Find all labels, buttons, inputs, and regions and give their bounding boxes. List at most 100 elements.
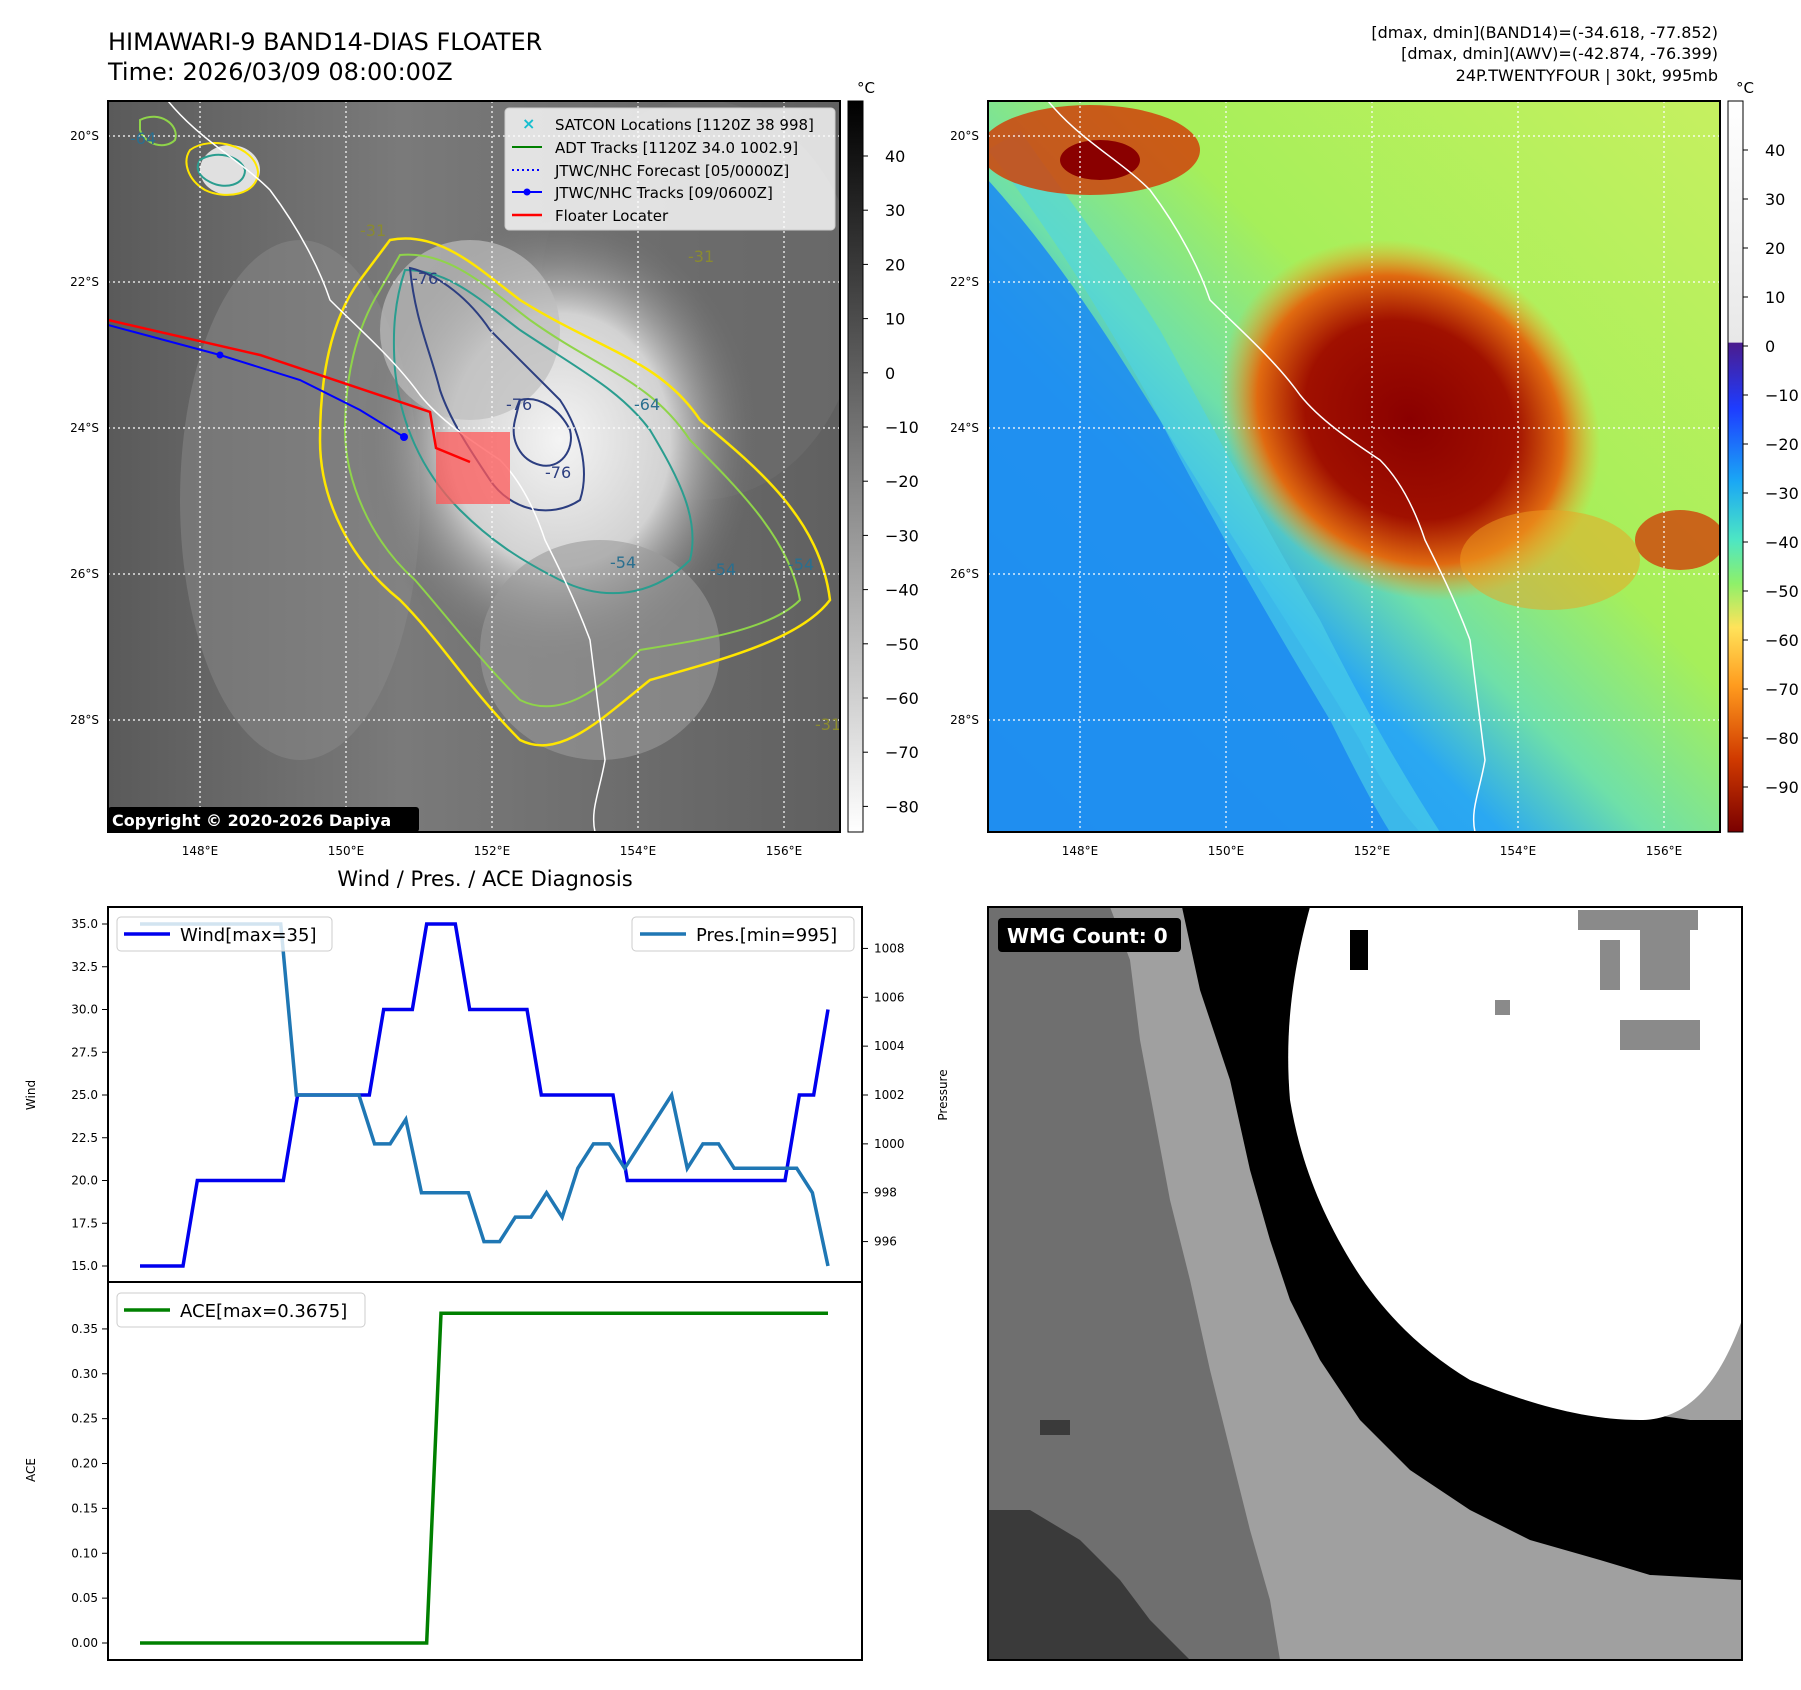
contour-label: -64 (634, 395, 660, 414)
lat-label: 24°S (950, 421, 979, 435)
pressure-tick-label: 1004 (874, 1039, 905, 1053)
colorbar-tick-label: 40 (1765, 141, 1785, 160)
ace-tick-label: 0.00 (71, 1636, 98, 1650)
colorbar-tick-label: 20 (1765, 239, 1785, 258)
ace-tick-label: 0.10 (71, 1546, 98, 1560)
info-storm: 24P.TWENTYFOUR | 30kt, 995mb (1456, 66, 1718, 85)
ace-tick-label: 0.15 (71, 1501, 98, 1515)
wind-tick-label: 15.0 (71, 1259, 98, 1273)
colorbar-tick-label: 30 (885, 201, 905, 220)
colorbar-tick-label: −40 (885, 581, 919, 600)
colorbar-tick-label: −50 (885, 635, 919, 654)
ir-map: -64 -76 -76 -76 -64 -54 -54 -54 -31 -31 … (70, 100, 841, 858)
colorbar-tick-label: −30 (1765, 484, 1799, 503)
lon-label: 156°E (766, 844, 803, 858)
contour-label: -64 (130, 129, 156, 148)
awv-colorbar: °C 40 30 20 10 0 −10 −20 −30 −40 −50 −60 −70 −80 −90 (1727, 79, 1799, 833)
lon-label: 150°E (1208, 844, 1245, 858)
colorbar-tick-label: −30 (885, 526, 919, 545)
colorbar-unit: °C (857, 79, 875, 97)
ace-tick-label: 0.25 (71, 1412, 98, 1426)
legend-satcon: SATCON Locations [1120Z 38 998] (555, 116, 814, 134)
map-legend: × SATCON Locations [1120Z 38 998] ADT Tr… (504, 107, 836, 231)
legend-floater: Floater Locater (555, 207, 669, 225)
ace-tick-label: 0.35 (71, 1322, 98, 1336)
lat-label: 22°S (950, 275, 979, 289)
pressure-axis-label: Pressure (936, 1069, 950, 1120)
colorbar-tick-label: −90 (1765, 778, 1799, 797)
wind-tick-label: 35.0 (71, 917, 98, 931)
awv-map: 20°S 22°S 24°S 26°S 28°S 148°E 150°E 152… (950, 100, 1721, 858)
info-awv: [dmax, dmin](AWV)=(-42.874, -76.399) (1401, 44, 1718, 63)
colorbar-tick-label: 40 (885, 147, 905, 166)
chart-title: Wind / Pres. / ACE Diagnosis (337, 867, 632, 891)
wind-legend: Wind[max=35] (116, 916, 333, 952)
colorbar-tick-label: −40 (1765, 533, 1799, 552)
ace-legend: ACE[max=0.3675] (116, 1292, 366, 1328)
ace-chart: ACE 0.35 0.30 0.25 0.20 0.15 0.10 0.05 0.00 ACE… (24, 1281, 863, 1661)
contour-label: -31 (360, 221, 386, 240)
ace-series-line (140, 1311, 828, 1645)
contour-label: -31 (688, 247, 714, 266)
wind-axis-label: Wind (24, 1080, 38, 1110)
lat-label: 26°S (70, 567, 99, 581)
figure-time: Time: 2026/03/09 08:00:00Z (107, 58, 453, 86)
colorbar-tick-label: −60 (1765, 631, 1799, 650)
ir-colorbar: °C 40 30 20 10 0 −10 −20 −30 −40 −50 −60 −70 −80 (847, 79, 919, 833)
contour-label: -31 (815, 715, 841, 734)
colorbar-tick-label: 10 (1765, 288, 1785, 307)
colorbar-tick-label: −20 (885, 472, 919, 491)
contour-label: -76 (545, 463, 571, 482)
colorbar-tick-label: −60 (885, 689, 919, 708)
lon-label: 152°E (1354, 844, 1391, 858)
wmg-count-label: WMG Count: 0 (1007, 924, 1168, 948)
ace-tick-label: 0.30 (71, 1367, 98, 1381)
colorbar-tick-label: 0 (885, 364, 895, 383)
ace-tick-label: 0.20 (71, 1457, 98, 1471)
figure-title: HIMAWARI-9 BAND14-DIAS FLOATER (108, 28, 542, 56)
satcon-marker-icon: × (522, 114, 535, 133)
lat-label: 26°S (950, 567, 979, 581)
wind-tick-label: 27.5 (71, 1045, 98, 1059)
pressure-tick-label: 1002 (874, 1088, 905, 1102)
colorbar-tick-label: 20 (885, 255, 905, 274)
wmg-panel: WMG Count: 0 (987, 906, 1743, 1661)
ace-tick-label: 0.05 (71, 1591, 98, 1605)
contour-label: -54 (710, 560, 736, 579)
wind-tick-label: 22.5 (71, 1131, 98, 1145)
contour-label: -54 (788, 555, 814, 574)
contour-label: -76 (412, 269, 438, 288)
pressure-tick-label: 1000 (874, 1137, 905, 1151)
colorbar-tick-label: −80 (1765, 729, 1799, 748)
lon-label: 154°E (1500, 844, 1537, 858)
colorbar-tick-label: −20 (1765, 435, 1799, 454)
ace-axis-label: ACE (24, 1458, 38, 1482)
contour-label: -76 (506, 395, 532, 414)
lon-label: 148°E (182, 844, 219, 858)
pressure-tick-label: 1008 (874, 941, 905, 955)
lat-label: 20°S (950, 129, 979, 143)
colorbar-tick-label: −80 (885, 797, 919, 816)
wind-pressure-chart: Wind / Pres. / ACE Diagnosis Wind Pressu… (24, 867, 950, 1283)
colorbar-tick-label: 0 (1765, 337, 1775, 356)
pressure-legend: Pres.[min=995] (631, 916, 855, 952)
colorbar-tick-label: −70 (1765, 680, 1799, 699)
lon-label: 154°E (620, 844, 657, 858)
pressure-tick-label: 1006 (874, 990, 905, 1004)
wind-tick-label: 30.0 (71, 1003, 98, 1017)
lon-label: 152°E (474, 844, 511, 858)
colorbar-tick-label: −50 (1765, 582, 1799, 601)
lon-label: 156°E (1646, 844, 1683, 858)
wind-series-line (140, 922, 830, 1268)
pressure-tick-label: 996 (874, 1235, 897, 1249)
copyright-label: Copyright © 2020-2026 Dapiya (112, 811, 391, 830)
info-band14: [dmax, dmin](BAND14)=(-34.618, -77.852) (1371, 23, 1718, 42)
wind-tick-label: 20.0 (71, 1174, 98, 1188)
legend-tracks: JTWC/NHC Tracks [09/0600Z] (554, 184, 773, 202)
wind-tick-label: 25.0 (71, 1088, 98, 1102)
lat-label: 24°S (70, 421, 99, 435)
ace-legend-label: ACE[max=0.3675] (180, 1301, 347, 1322)
legend-forecast: JTWC/NHC Forecast [05/0000Z] (554, 162, 789, 180)
colorbar-unit: °C (1736, 79, 1754, 97)
